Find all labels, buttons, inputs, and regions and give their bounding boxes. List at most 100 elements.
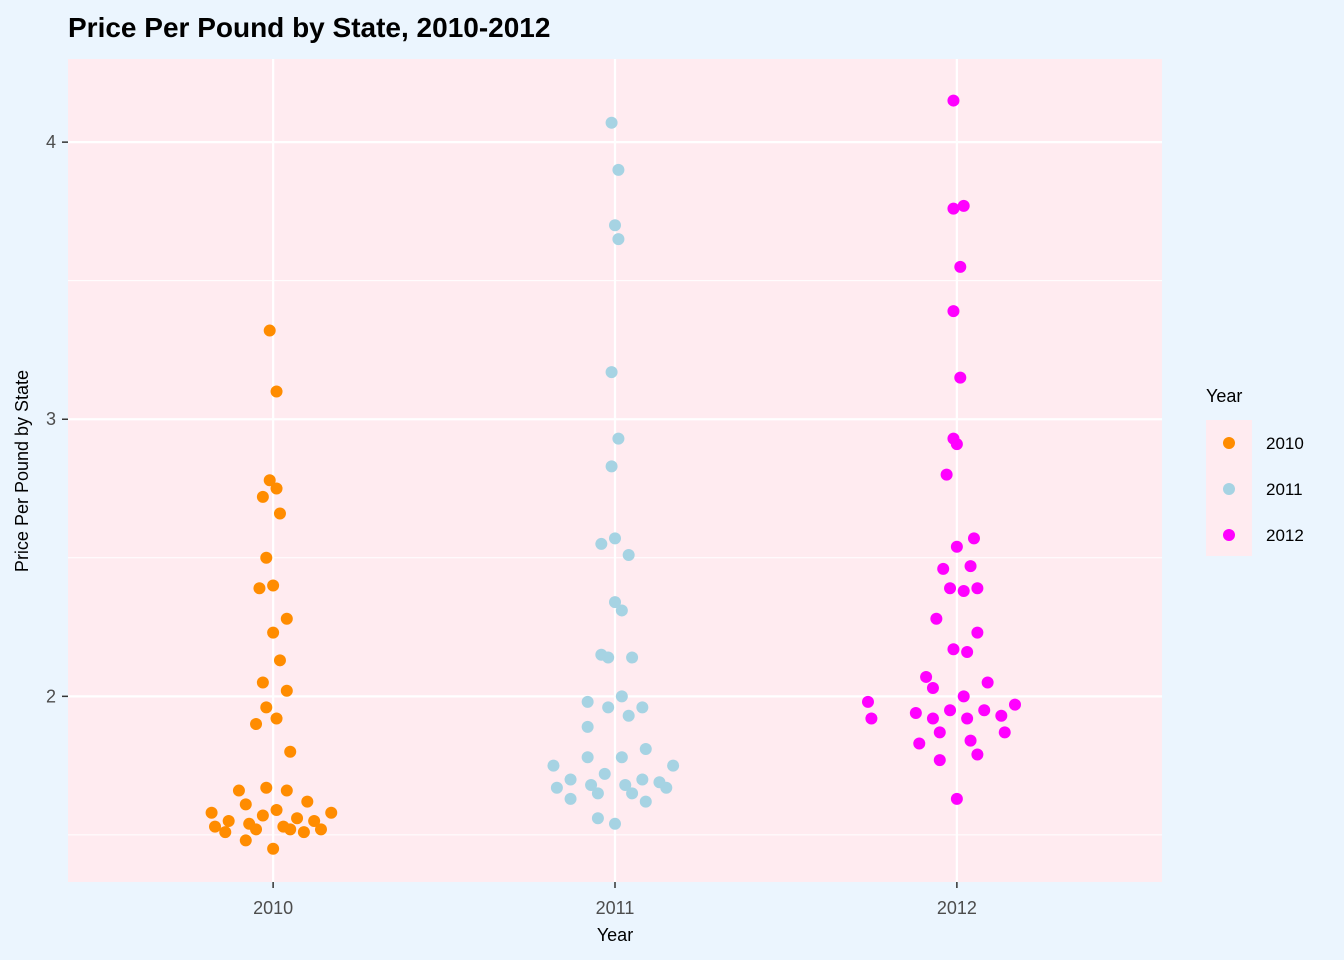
data-point — [273, 654, 286, 667]
data-point — [253, 582, 266, 595]
data-point — [947, 94, 960, 107]
x-tick-label: 2012 — [937, 898, 977, 918]
data-point — [861, 695, 874, 708]
data-point — [256, 490, 269, 503]
chart-title: Price Per Pound by State, 2010-2012 — [68, 12, 550, 43]
y-tick-label: 4 — [46, 132, 56, 152]
data-point — [280, 784, 293, 797]
data-point — [622, 549, 635, 562]
data-point — [284, 745, 297, 758]
data-point — [280, 612, 293, 625]
data-point — [602, 651, 615, 664]
data-point — [263, 474, 276, 487]
data-point — [971, 748, 984, 761]
data-point — [639, 795, 652, 808]
legend-key-2012 — [1223, 529, 1235, 541]
grid — [68, 59, 1162, 882]
legend-key-2010 — [1223, 437, 1235, 449]
data-point — [591, 787, 604, 800]
data-point — [270, 712, 283, 725]
data-point — [609, 596, 621, 609]
data-point — [667, 759, 680, 772]
legend: Year 2010 2011 2012 — [1206, 386, 1304, 556]
data-point — [981, 676, 994, 689]
data-point — [260, 551, 273, 564]
data-point — [609, 219, 621, 232]
data-point — [239, 798, 252, 811]
data-point — [947, 305, 960, 318]
data-point — [961, 646, 974, 659]
data-point — [964, 734, 977, 747]
data-point — [626, 787, 639, 800]
data-point — [954, 371, 967, 384]
y-tick-label: 3 — [46, 409, 56, 429]
y-tick-label: 2 — [46, 686, 56, 706]
data-point — [926, 712, 939, 725]
data-point — [971, 626, 984, 639]
data-point — [256, 809, 269, 822]
data-point — [944, 582, 957, 595]
legend-label-2011: 2011 — [1266, 480, 1303, 499]
data-point — [909, 706, 922, 719]
data-point — [978, 704, 991, 717]
data-point — [280, 684, 293, 697]
data-point — [239, 834, 252, 847]
data-point — [263, 324, 276, 337]
data-point — [957, 199, 970, 212]
data-point — [325, 806, 338, 819]
series-2012 — [861, 94, 1021, 805]
x-tick-label: 2010 — [253, 898, 293, 918]
data-points — [205, 94, 1021, 855]
data-point — [564, 792, 577, 805]
data-point — [950, 792, 963, 805]
data-point — [550, 781, 563, 794]
data-point — [581, 695, 594, 708]
data-point — [250, 718, 263, 731]
data-point — [950, 438, 963, 451]
data-point — [609, 817, 621, 830]
series-2011 — [547, 116, 680, 830]
x-axis: 2010 2011 2012 — [253, 882, 977, 918]
data-point — [947, 643, 960, 656]
data-point — [913, 737, 926, 750]
data-point — [219, 826, 232, 839]
data-point — [598, 767, 611, 780]
data-point — [256, 676, 269, 689]
data-point — [933, 754, 946, 767]
data-point — [944, 704, 957, 717]
data-point — [301, 795, 314, 808]
data-point — [308, 815, 321, 828]
data-point — [260, 781, 273, 794]
data-point — [612, 163, 625, 176]
legend-title: Year — [1206, 386, 1242, 406]
data-point — [314, 823, 327, 836]
data-point — [937, 562, 950, 575]
data-point — [605, 460, 618, 473]
legend-label-2010: 2010 — [1266, 434, 1304, 453]
data-point — [267, 842, 280, 855]
data-point — [615, 751, 628, 764]
legend-key-2011 — [1223, 483, 1235, 495]
data-point — [602, 701, 615, 714]
data-point — [609, 532, 621, 545]
data-point — [222, 815, 235, 828]
data-point — [639, 742, 652, 755]
data-point — [626, 651, 639, 664]
data-point — [232, 784, 245, 797]
data-point — [636, 701, 649, 714]
data-point — [950, 540, 963, 553]
data-point — [605, 116, 618, 129]
data-point — [581, 720, 594, 733]
data-point — [615, 690, 628, 703]
data-point — [940, 468, 953, 481]
data-point — [998, 726, 1011, 739]
data-point — [865, 712, 878, 725]
x-tick-label: 2011 — [596, 898, 635, 918]
data-point — [926, 682, 939, 695]
y-axis: 2 3 4 — [46, 132, 68, 706]
data-point — [920, 670, 933, 683]
data-point — [595, 537, 608, 550]
data-point — [612, 233, 625, 246]
data-point — [297, 826, 310, 839]
data-point — [612, 432, 625, 445]
